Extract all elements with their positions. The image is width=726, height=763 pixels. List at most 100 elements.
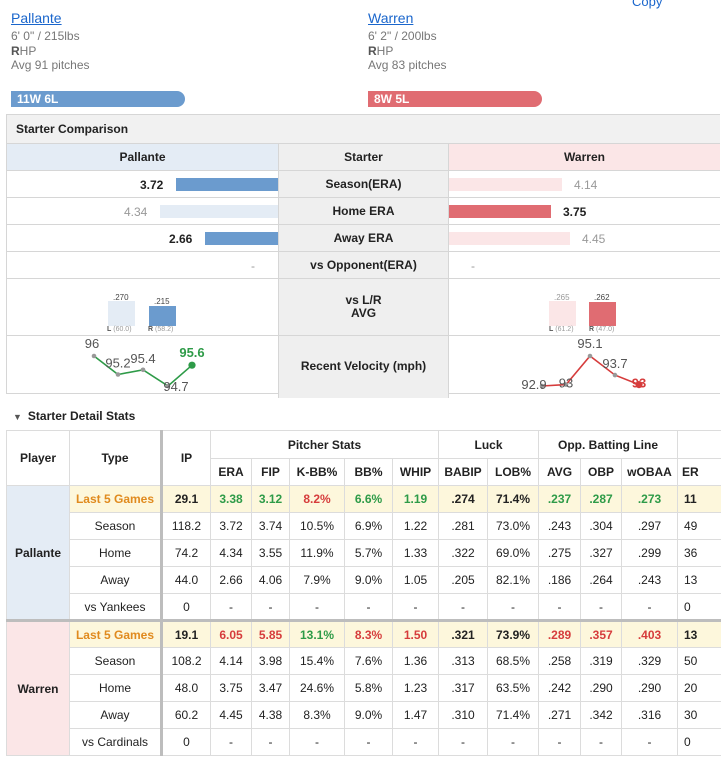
section-title: Starter Comparison <box>7 115 720 144</box>
detail-stats-toggle[interactable]: ▼ Starter Detail Stats <box>6 403 720 429</box>
type-cell: Last 5 Games <box>69 485 163 513</box>
bb-cell: 5.8% <box>344 674 393 702</box>
r-split-label: R (47.0) <box>589 326 615 333</box>
pitcher-name-link[interactable]: Pallante <box>11 10 62 26</box>
left-value: 3.72 <box>140 178 164 192</box>
r-split-label: R (58.2) <box>148 326 174 333</box>
velocity-point <box>91 353 97 359</box>
bb-cell: 5.7% <box>344 539 393 567</box>
lob-cell: 82.1% <box>487 566 539 594</box>
left-bar <box>176 178 278 191</box>
type-cell: Season <box>69 512 163 540</box>
r-avg-bar <box>149 306 176 326</box>
obp-cell: .357 <box>580 619 622 648</box>
row-label: Recent Velocity (mph) <box>278 336 449 398</box>
ip-cell: 0 <box>161 728 211 756</box>
bb-cell: - <box>344 728 393 756</box>
era-cell: 4.34 <box>210 539 252 567</box>
pitcher-name-link[interactable]: Warren <box>368 10 414 26</box>
table-row: Pallante Last 5 Games 29.1 3.38 3.12 8.2% 6.6%… <box>6 485 721 621</box>
avg-cell: .242 <box>538 674 581 702</box>
comparison-row-season-era: 3.72 Season(ERA) 4.14 <box>7 171 720 198</box>
type-cell: Home <box>69 539 163 567</box>
l-split-label: L (61.2) <box>549 326 574 333</box>
obp-cell: .290 <box>580 674 622 702</box>
whip-cell: 1.23 <box>392 674 439 702</box>
er-cell: 36 <box>677 539 721 567</box>
woba-cell: - <box>621 728 678 756</box>
kbb-cell: 15.4% <box>289 647 345 675</box>
lob-cell: 63.5% <box>487 674 539 702</box>
era-cell: - <box>210 593 252 621</box>
pitcher-avg-pitches: Avg 91 pitches <box>11 58 90 72</box>
header-woba: wOBAA <box>621 458 678 486</box>
babip-cell: .310 <box>438 701 488 729</box>
velocity-label: 93.7 <box>602 356 627 371</box>
copy-link[interactable]: Copy <box>632 0 663 9</box>
triangle-down-icon: ▼ <box>13 412 22 422</box>
er-cell: 13 <box>677 566 721 594</box>
avg-cell: .186 <box>538 566 581 594</box>
col-mid-label: Starter <box>278 144 449 170</box>
er-cell: 50 <box>677 647 721 675</box>
header-type: Type <box>69 430 163 486</box>
l-split-label: L (60.0) <box>107 326 132 333</box>
whip-cell: 1.22 <box>392 512 439 540</box>
fip-cell: 3.98 <box>251 647 290 675</box>
table-row: Home 48.0 3.75 3.47 24.6% 5.8% 1.23.317 63.5% .2… <box>7 674 721 702</box>
lr-label-line2: AVG <box>350 306 377 320</box>
avg-cell: .243 <box>538 512 581 540</box>
velocity-label: 95.1 <box>577 336 602 351</box>
pitcher-hand: RHP <box>11 44 211 59</box>
header-obp: OBP <box>580 458 622 486</box>
l-avg-label: .265 <box>554 293 570 302</box>
pitcher-card-pallante: Pallante 6' 0" / 215lbs RHP Avg 91 pitch… <box>11 10 211 73</box>
header-avg: AVG <box>538 458 581 486</box>
er-cell: 30 <box>677 701 721 729</box>
whip-cell: 1.47 <box>392 701 439 729</box>
avg-cell: - <box>538 593 581 621</box>
pitcher-size: 6' 0" / 215lbs <box>11 29 80 43</box>
section-title: Starter Detail Stats <box>27 409 136 423</box>
babip-cell: .313 <box>438 647 488 675</box>
velocity-chart-warren: 92.9 93 95.193.7 93 <box>521 336 646 392</box>
babip-cell: .317 <box>438 674 488 702</box>
comparison-row-lr-avg: .270 .215 L (60.0) R (58.2) vs L/R AVG .… <box>7 279 720 336</box>
velocity-point <box>539 383 545 389</box>
row-label: Home ERA <box>278 198 449 224</box>
type-cell: vs Yankees <box>69 593 163 621</box>
header-kbb: K-BB% <box>289 458 345 486</box>
header-ip: IP <box>161 430 211 486</box>
fip-cell: 5.85 <box>251 619 290 648</box>
type-cell: Season <box>69 647 163 675</box>
velocity-label: 92.9 <box>521 377 546 392</box>
whip-cell: 1.05 <box>392 566 439 594</box>
er-cell: 13 <box>677 619 721 648</box>
velocity-point <box>563 382 569 387</box>
hand-letter: R <box>11 43 20 58</box>
obp-cell: .264 <box>580 566 622 594</box>
whip-cell: 1.33 <box>392 539 439 567</box>
velocity-point <box>140 367 146 373</box>
lob-cell: 73.9% <box>487 619 539 648</box>
group-pitcher-stats: Pitcher Stats <box>210 430 439 459</box>
er-cell: 49 <box>677 512 721 540</box>
kbb-cell: 8.3% <box>289 701 345 729</box>
col-left-name: Pallante <box>7 144 278 170</box>
kbb-cell: - <box>289 593 345 621</box>
right-value: - <box>471 259 475 273</box>
era-cell: 3.38 <box>210 485 252 513</box>
group-opp-batting: Opp. Batting Line <box>538 430 678 459</box>
r-avg-label: .262 <box>594 293 610 302</box>
right-bar <box>449 232 570 245</box>
starter-comparison: Starter Comparison Pallante Starter Warr… <box>6 114 720 398</box>
right-bar <box>449 205 551 218</box>
hand-letter: R <box>368 43 377 58</box>
whip-cell: 1.36 <box>392 647 439 675</box>
left-bar <box>160 205 278 218</box>
avg-cell: .275 <box>538 539 581 567</box>
er-cell: 0 <box>677 593 721 621</box>
pitcher-card-warren: Warren 6' 2" / 200lbs RHP Avg 83 pitches <box>368 10 568 73</box>
er-cell: 11 <box>677 485 721 513</box>
fip-cell: 4.38 <box>251 701 290 729</box>
